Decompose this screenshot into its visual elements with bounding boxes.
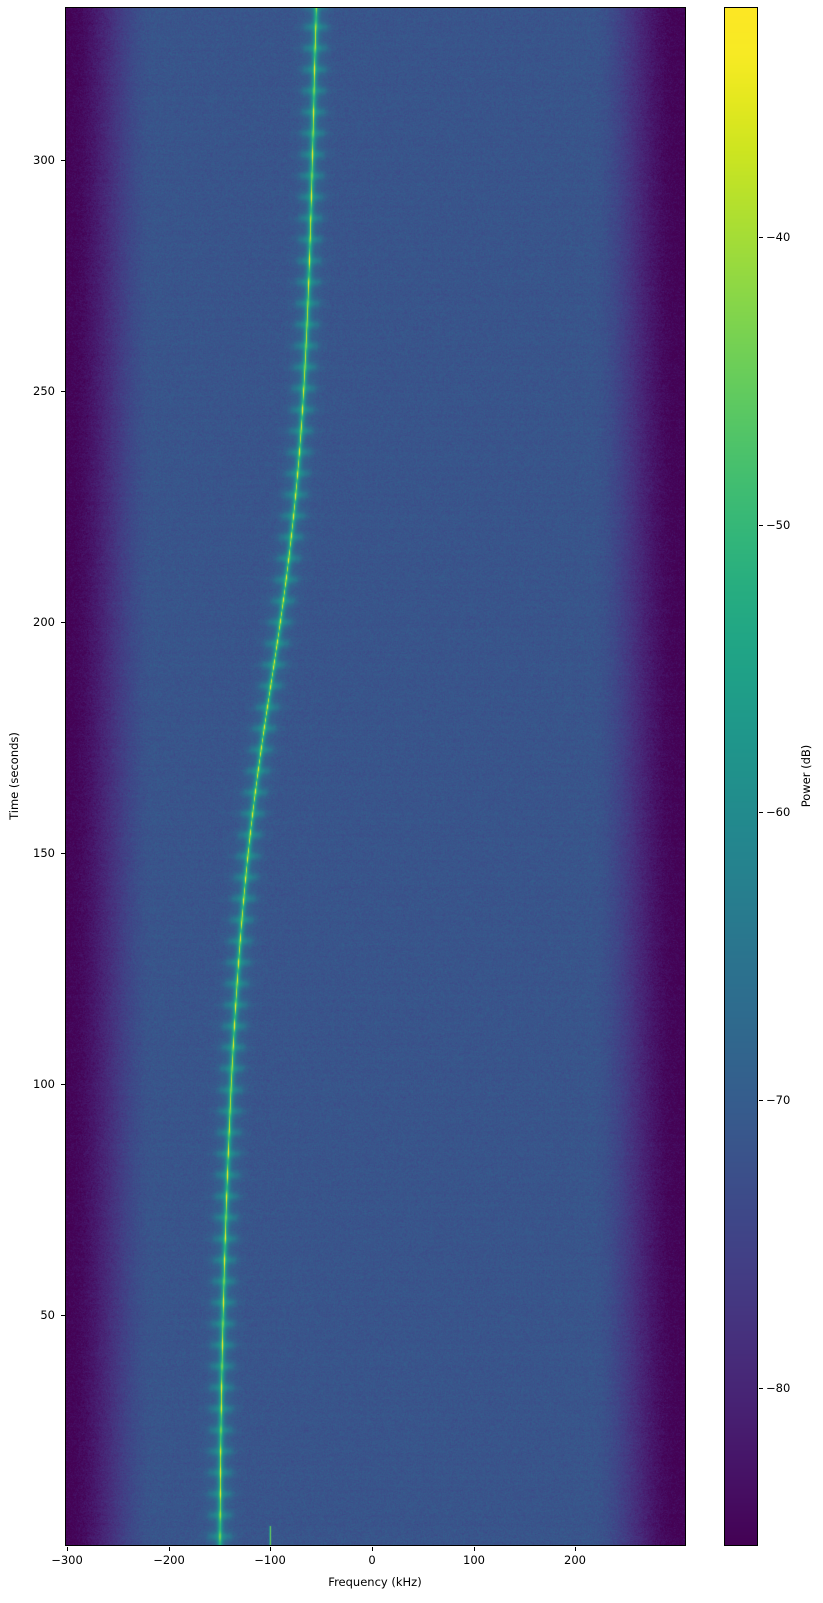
colorbar-gradient <box>725 8 757 1545</box>
colorbar-tick-label: −80 <box>766 1381 791 1395</box>
colorbar-tick-label: −60 <box>766 805 791 819</box>
y-tick-mark <box>61 622 65 623</box>
x-tick-mark <box>474 1547 475 1551</box>
colorbar-tick-label: −50 <box>766 518 791 532</box>
colorbar-tick-mark <box>759 237 763 238</box>
y-tick-label: 100 <box>33 1077 55 1091</box>
x-tick-label: −300 <box>51 1553 83 1567</box>
y-tick-label: 250 <box>33 384 55 398</box>
y-tick-label: 200 <box>33 615 55 629</box>
x-tick-label: 0 <box>368 1553 376 1567</box>
spectrogram-axes[interactable] <box>65 7 686 1546</box>
colorbar-tick-label: −70 <box>766 1093 791 1107</box>
y-tick-label: 150 <box>33 846 55 860</box>
colorbar-tick-label: −40 <box>766 230 791 244</box>
y-tick-mark <box>61 160 65 161</box>
colorbar-tick-mark <box>759 1100 763 1101</box>
colorbar-tick-mark <box>759 525 763 526</box>
colorbar-label: Power (dB) <box>799 744 813 808</box>
y-axis-label: Time (seconds) <box>7 732 21 820</box>
y-tick-mark <box>61 1084 65 1085</box>
x-tick-mark <box>270 1547 271 1551</box>
x-tick-label: 100 <box>463 1553 485 1567</box>
y-tick-label: 300 <box>33 153 55 167</box>
y-tick-mark <box>61 391 65 392</box>
x-tick-label: −100 <box>254 1553 286 1567</box>
y-tick-mark <box>61 1315 65 1316</box>
y-tick-label: 50 <box>40 1308 55 1322</box>
spectrogram-image <box>66 8 685 1545</box>
x-tick-mark <box>169 1547 170 1551</box>
y-tick-mark <box>61 853 65 854</box>
x-tick-label: −200 <box>153 1553 185 1567</box>
colorbar-tick-mark <box>759 1388 763 1389</box>
x-tick-mark <box>67 1547 68 1551</box>
x-axis-label: Frequency (kHz) <box>328 1575 422 1589</box>
colorbar[interactable] <box>724 7 758 1546</box>
x-tick-label: 200 <box>564 1553 586 1567</box>
x-tick-mark <box>372 1547 373 1551</box>
x-tick-mark <box>575 1547 576 1551</box>
colorbar-tick-mark <box>759 812 763 813</box>
